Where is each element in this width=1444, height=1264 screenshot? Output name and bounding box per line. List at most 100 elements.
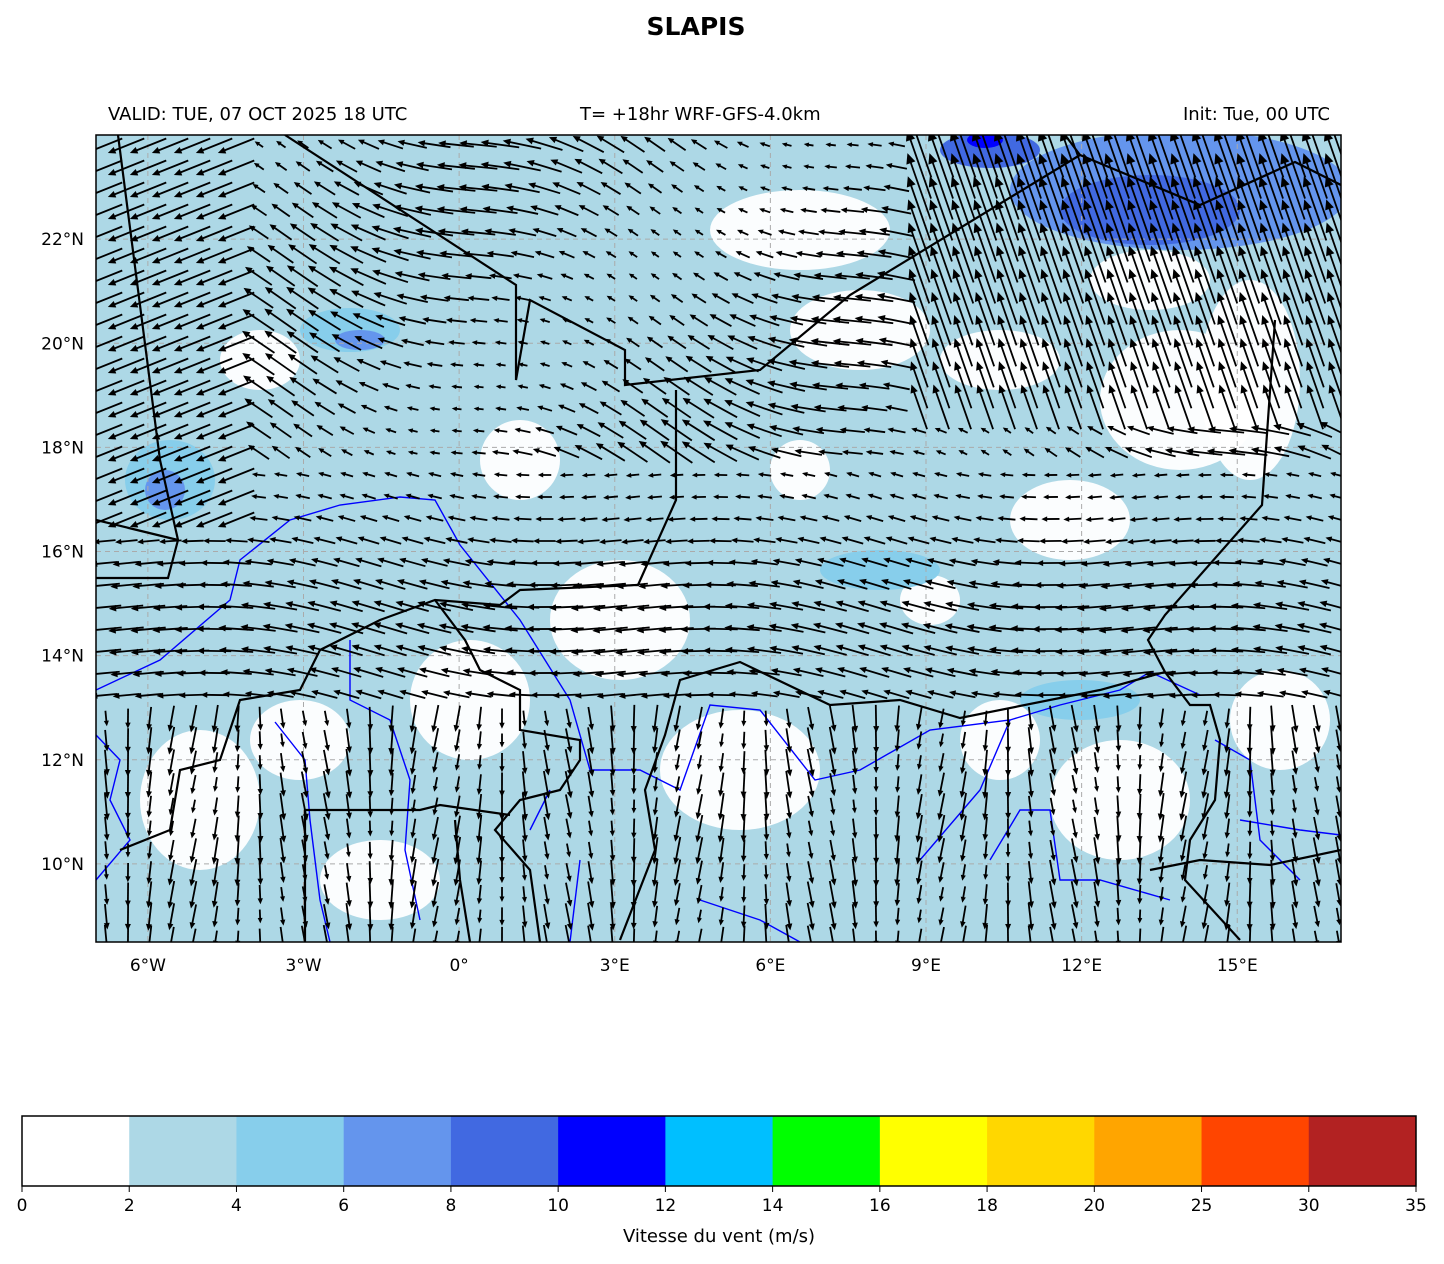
arrow-head bbox=[736, 141, 743, 147]
river-line bbox=[699, 899, 801, 942]
arrow-head bbox=[287, 353, 296, 361]
arrow-shaft bbox=[1086, 319, 1106, 367]
wind-arrow bbox=[667, 137, 687, 151]
arrow-head bbox=[396, 293, 405, 300]
wind-arrow bbox=[572, 136, 605, 153]
wind-arrow bbox=[959, 135, 977, 178]
arrow-shaft bbox=[667, 357, 689, 373]
wind-arrow bbox=[1091, 135, 1109, 178]
wind-arrow bbox=[725, 356, 760, 373]
arrow-head bbox=[291, 202, 299, 209]
arrow-head bbox=[286, 331, 295, 339]
wind-arrow bbox=[865, 163, 884, 169]
arrow-shaft bbox=[1018, 135, 1042, 199]
arrow-head bbox=[264, 330, 273, 338]
arrow-shaft bbox=[1063, 250, 1085, 304]
arrow-head bbox=[1283, 315, 1292, 325]
arrow-shaft bbox=[399, 162, 429, 172]
wind-arrow bbox=[583, 339, 595, 346]
wind-arrow bbox=[1236, 176, 1262, 241]
wind-arrow bbox=[293, 182, 313, 195]
arrow-head bbox=[1018, 291, 1027, 303]
arrow-shaft bbox=[334, 335, 362, 351]
arrow-head bbox=[1279, 135, 1290, 142]
arrow-shaft bbox=[199, 203, 233, 219]
calm-area bbox=[960, 700, 1040, 780]
arrow-head bbox=[1148, 176, 1158, 188]
arrow-shaft bbox=[1283, 227, 1305, 283]
arrow-head bbox=[834, 272, 842, 280]
arrow-head bbox=[667, 137, 675, 144]
wind-arrow bbox=[1040, 291, 1062, 346]
wind-arrow bbox=[538, 295, 552, 302]
wind-arrow bbox=[393, 248, 431, 260]
arrow-shaft bbox=[418, 185, 454, 193]
arrow-head bbox=[835, 250, 844, 258]
arrow-head bbox=[1258, 107, 1267, 119]
arrow-shaft bbox=[1328, 296, 1341, 333]
arrow-head bbox=[1326, 245, 1335, 257]
arrow-shaft bbox=[909, 227, 931, 283]
wind-arrow bbox=[1083, 222, 1107, 283]
wind-arrow bbox=[504, 183, 540, 194]
wind-arrow bbox=[1059, 135, 1086, 199]
arrow-head bbox=[1129, 315, 1138, 325]
arrow-head bbox=[576, 181, 584, 188]
wind-arrow bbox=[1063, 315, 1084, 367]
wind-arrow bbox=[195, 335, 233, 352]
wind-arrow bbox=[195, 181, 233, 198]
arrow-head bbox=[1081, 135, 1092, 142]
wind-arrow bbox=[217, 159, 255, 176]
arrow-head bbox=[1060, 107, 1069, 119]
wind-arrow bbox=[771, 293, 802, 304]
arrow-head bbox=[974, 268, 983, 280]
arrow-shaft bbox=[1085, 204, 1107, 262]
wind-speed-shading bbox=[96, 135, 1341, 942]
wind-arrow bbox=[949, 135, 976, 199]
wind-arrow bbox=[644, 136, 666, 153]
arrow-head bbox=[107, 190, 117, 198]
wind-arrow bbox=[217, 247, 255, 264]
arrow-head bbox=[504, 183, 513, 190]
arrow-shaft bbox=[484, 141, 520, 149]
arrow-shaft bbox=[792, 339, 828, 347]
wind-arrow bbox=[173, 137, 211, 154]
wind-arrow bbox=[107, 335, 145, 352]
arrow-head bbox=[393, 248, 402, 256]
wind-arrow bbox=[650, 273, 660, 280]
arrow-shaft bbox=[111, 181, 145, 197]
arrow-head bbox=[649, 206, 656, 212]
arrow-shaft bbox=[421, 141, 451, 149]
wind-arrow bbox=[802, 186, 816, 191]
wind-arrow bbox=[1129, 338, 1149, 388]
wind-arrow bbox=[885, 163, 908, 170]
wind-arrow bbox=[1259, 222, 1283, 283]
arrow-head bbox=[606, 317, 612, 323]
arrow-shaft bbox=[858, 295, 894, 303]
arrow-head bbox=[1324, 176, 1334, 188]
wind-arrow bbox=[737, 164, 748, 170]
wind-arrow bbox=[96, 225, 123, 238]
wind-arrow bbox=[1085, 315, 1106, 367]
arrow-shaft bbox=[1109, 342, 1127, 388]
wind-arrow bbox=[515, 295, 531, 302]
arrow-shaft bbox=[937, 135, 955, 178]
arrow-shaft bbox=[732, 315, 756, 327]
wind-arrow bbox=[195, 291, 233, 308]
wind-arrow bbox=[1085, 338, 1105, 388]
wind-arrow bbox=[107, 225, 145, 242]
arrow-head bbox=[846, 142, 853, 148]
arrow-shaft bbox=[1172, 158, 1196, 220]
wind-arrow bbox=[151, 335, 189, 352]
arrow-head bbox=[335, 160, 343, 167]
arrow-shaft bbox=[1084, 135, 1108, 199]
arrow-shaft bbox=[1062, 135, 1086, 199]
arrow-head bbox=[1280, 107, 1289, 119]
wind-arrow bbox=[1195, 315, 1216, 367]
arrow-shaft bbox=[356, 182, 384, 196]
arrow-shaft bbox=[557, 205, 579, 217]
arrow-head bbox=[1106, 291, 1115, 303]
arrow-shaft bbox=[1069, 135, 1087, 178]
wind-arrow bbox=[1257, 135, 1284, 199]
arrow-shaft bbox=[1327, 204, 1341, 245]
